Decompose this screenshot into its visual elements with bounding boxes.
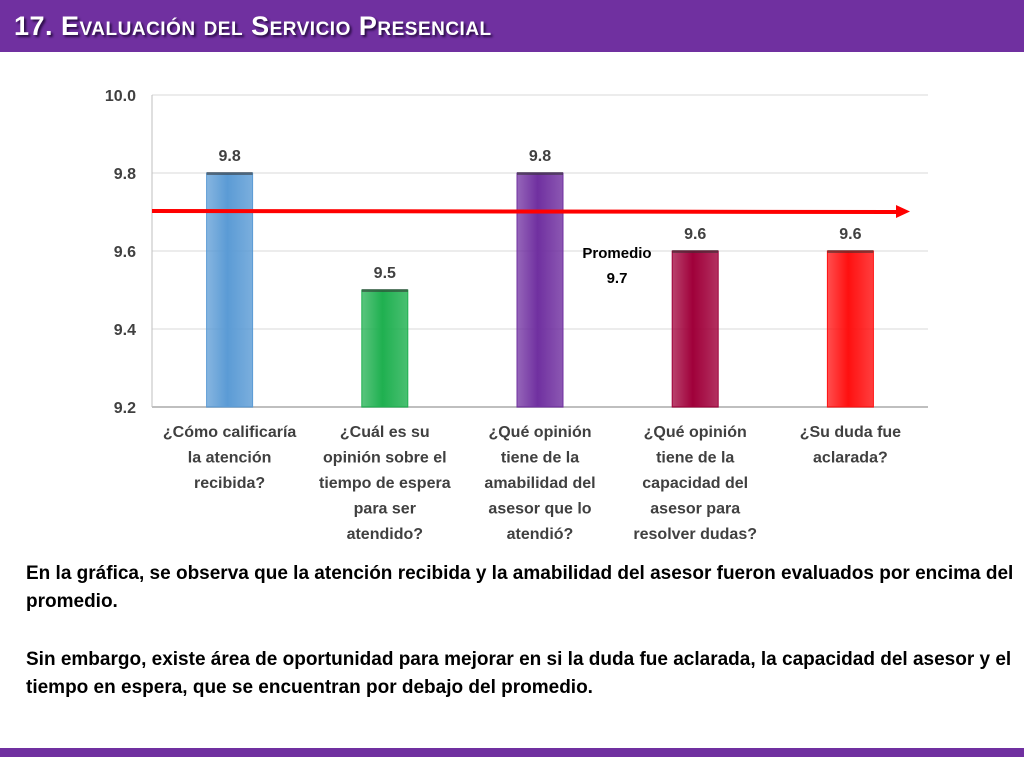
y-tick-label: 9.6 (114, 244, 136, 261)
y-tick-label: 9.2 (114, 400, 136, 417)
category-label: asesor para (650, 501, 740, 518)
data-label: 9.5 (374, 265, 396, 282)
y-tick-label: 9.4 (114, 322, 136, 339)
category-label: ¿Cómo calificaría (163, 424, 296, 441)
data-label: 9.8 (218, 148, 240, 165)
data-label: 9.6 (839, 226, 861, 243)
category-label: capacidad del (642, 475, 748, 492)
bottom-bar (0, 748, 1024, 757)
bar-cap (517, 172, 563, 175)
bar-cap (672, 250, 719, 253)
category-label: tiene de la (501, 450, 579, 467)
category-label: ¿Qué opinión (488, 424, 591, 441)
category-label: tiempo de espera (319, 475, 451, 492)
category-label: amabilidad del (484, 475, 595, 492)
title-bar: 17. Evaluación del Servicio Presencial (0, 0, 1024, 52)
bar (206, 172, 254, 408)
category-label: la atención (188, 450, 272, 467)
category-label: ¿Su duda fue (800, 424, 901, 441)
bar (671, 250, 719, 408)
bar-cap (206, 172, 253, 175)
bar (516, 172, 564, 408)
category-label: para ser (354, 501, 416, 518)
y-tick-label: 10.0 (105, 88, 136, 105)
category-label: recibida? (194, 475, 265, 492)
category-label: atendido? (347, 526, 423, 540)
page-title: 17. Evaluación del Servicio Presencial (14, 11, 492, 41)
average-arrow (896, 205, 910, 218)
bar-chart: 9.2 9.4 9.6 9.8 10.0 9.8 ¿Cómo calificaría la a… (105, 88, 928, 540)
y-tick-label: 9.8 (114, 166, 136, 183)
analysis-paragraph-1: En la gráfica, se observa que la atenció… (26, 563, 1014, 612)
category-label: tiene de la (656, 450, 734, 467)
analysis-text: En la gráfica, se observa que la atenció… (26, 560, 1016, 702)
category-label: asesor que lo (488, 501, 591, 518)
category-label: resolver dudas? (633, 526, 757, 540)
category-label: opinión sobre el (323, 450, 447, 467)
category-label: ¿Qué opinión (644, 424, 747, 441)
bar-cap (827, 250, 874, 253)
average-value: 9.7 (607, 270, 628, 287)
bar (361, 289, 409, 408)
category-label: aclarada? (813, 450, 888, 467)
category-label: atendió? (507, 526, 574, 540)
average-label: Promedio (582, 245, 651, 262)
analysis-paragraph-2: Sin embargo, existe área de oportunidad … (26, 649, 1012, 698)
data-label: 9.8 (529, 148, 551, 165)
bar (826, 250, 874, 408)
data-label: 9.6 (684, 226, 706, 243)
category-label: ¿Cuál es su (340, 424, 430, 441)
bar-cap (361, 289, 408, 292)
average-line (151, 209, 899, 214)
